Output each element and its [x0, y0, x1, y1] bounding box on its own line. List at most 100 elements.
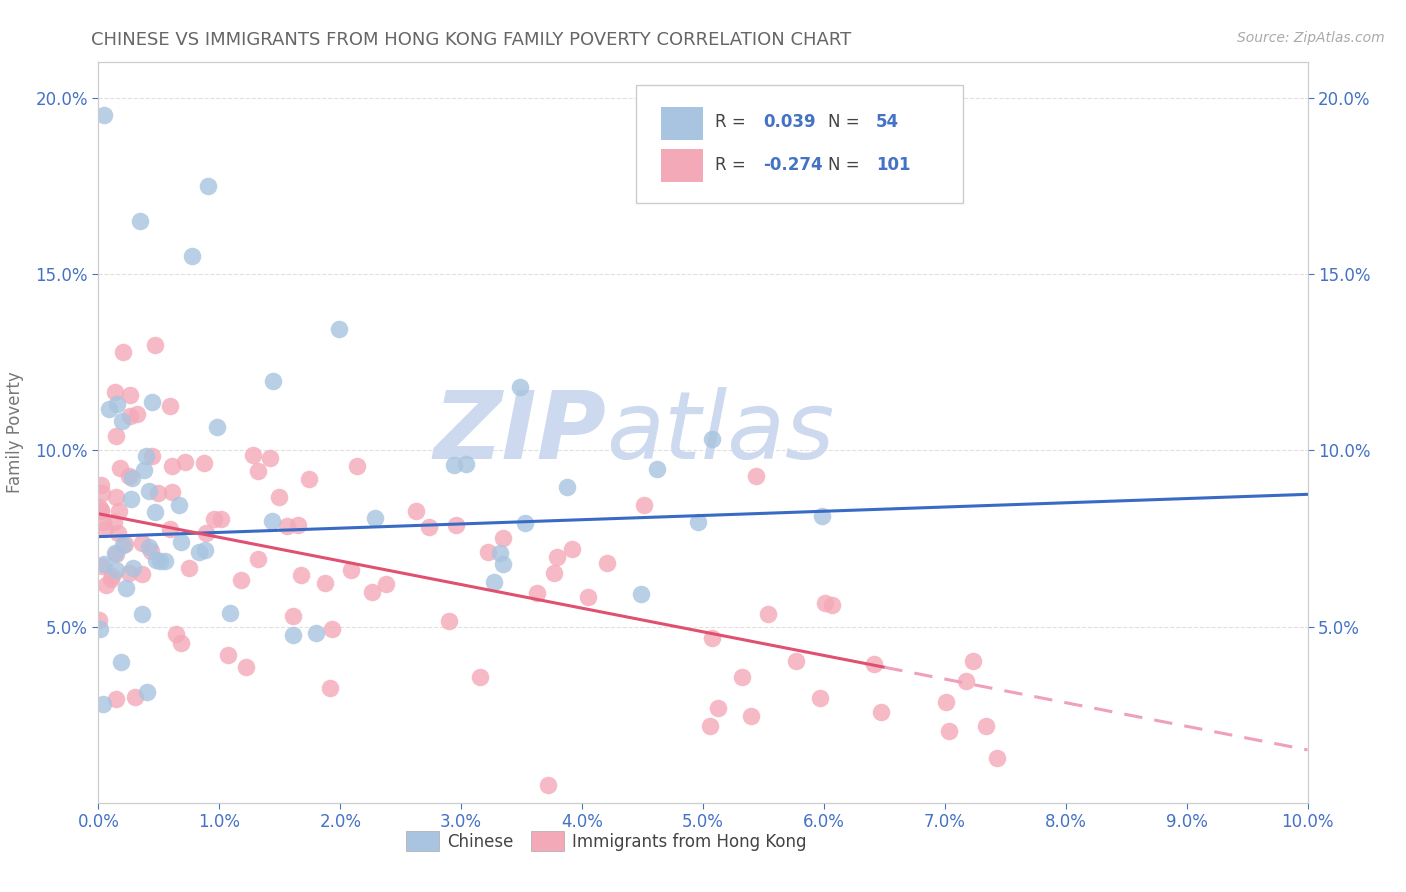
Point [219, 607, 242, 621]
Point [319, 681, 342, 696]
Point [482, 575, 505, 590]
Point [90, 503, 112, 517]
Point [645, 461, 668, 475]
Point [105, 691, 128, 706]
Point [808, 691, 831, 706]
Point [360, 585, 382, 599]
Point [118, 469, 141, 483]
Point [938, 723, 960, 738]
Point [246, 552, 269, 566]
Point [405, 504, 427, 518]
Y-axis label: Family Poverty: Family Poverty [7, 372, 24, 493]
Text: R =: R = [716, 112, 751, 130]
Point [477, 545, 499, 559]
Point [90, 504, 112, 518]
Point [700, 631, 723, 645]
Point [217, 648, 239, 662]
Point [90, 477, 112, 491]
Point [129, 214, 152, 228]
Point [114, 537, 136, 551]
Point [955, 673, 977, 688]
FancyBboxPatch shape [637, 85, 963, 203]
Point [131, 535, 153, 549]
Point [454, 457, 477, 471]
Point [281, 628, 304, 642]
Point [105, 547, 128, 561]
Point [202, 512, 225, 526]
Point [145, 552, 167, 566]
Point [314, 575, 336, 590]
Point [107, 525, 129, 540]
Point [194, 543, 217, 558]
Point [205, 420, 228, 434]
Point [89, 622, 111, 636]
Text: N =: N = [828, 155, 865, 174]
Point [188, 545, 211, 559]
Point [281, 609, 304, 624]
Text: -0.274: -0.274 [763, 155, 823, 174]
Point [321, 622, 343, 636]
Point [139, 544, 162, 558]
Point [107, 397, 129, 411]
Point [159, 522, 181, 536]
Text: ZIP: ZIP [433, 386, 606, 479]
Point [173, 455, 195, 469]
Point [90, 486, 112, 500]
Point [122, 561, 145, 575]
Point [340, 563, 363, 577]
Point [209, 512, 232, 526]
Point [134, 449, 156, 463]
Point [143, 338, 166, 352]
Point [136, 684, 159, 698]
Point [108, 503, 131, 517]
Point [118, 409, 141, 424]
Point [974, 719, 997, 733]
Point [869, 705, 891, 719]
Point [131, 607, 153, 621]
Point [287, 518, 309, 533]
Point [630, 587, 652, 601]
Point [121, 471, 143, 485]
Point [195, 526, 218, 541]
Point [821, 598, 844, 612]
Point [149, 554, 172, 568]
Point [555, 480, 578, 494]
Point [246, 464, 269, 478]
Point [935, 695, 957, 709]
Point [94, 578, 117, 592]
Point [162, 458, 184, 473]
Point [159, 399, 181, 413]
Point [297, 472, 319, 486]
Point [111, 344, 134, 359]
Point [118, 566, 141, 580]
Point [167, 498, 190, 512]
Point [100, 573, 122, 587]
Point [141, 449, 163, 463]
Point [90, 559, 112, 574]
Point [492, 557, 515, 571]
Point [101, 569, 124, 583]
Point [443, 458, 465, 472]
Point [179, 560, 201, 574]
Point [267, 490, 290, 504]
Point [138, 540, 160, 554]
Point [699, 719, 721, 733]
Point [262, 374, 284, 388]
Point [811, 509, 834, 524]
Point [526, 586, 548, 600]
Text: 101: 101 [876, 155, 911, 174]
Point [165, 627, 187, 641]
Text: CHINESE VS IMMIGRANTS FROM HONG KONG FAMILY POVERTY CORRELATION CHART: CHINESE VS IMMIGRANTS FROM HONG KONG FAM… [91, 31, 852, 49]
Point [242, 449, 264, 463]
Text: Source: ZipAtlas.com: Source: ZipAtlas.com [1237, 31, 1385, 45]
Point [104, 384, 127, 399]
Point [346, 459, 368, 474]
Point [180, 249, 202, 263]
Point [93, 698, 115, 712]
Point [561, 542, 583, 557]
Point [633, 498, 655, 512]
Point [686, 516, 709, 530]
Point [103, 515, 125, 529]
Point [108, 461, 131, 475]
Point [104, 546, 127, 560]
